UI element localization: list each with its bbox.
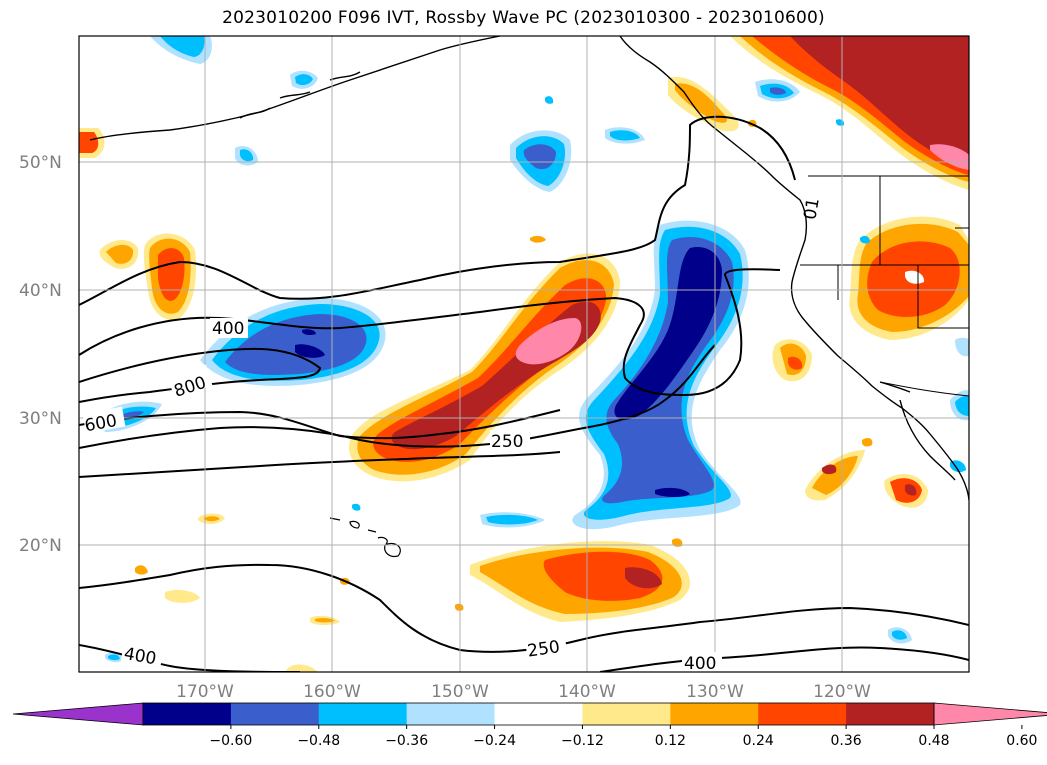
positive-anomaly-northeast [730, 36, 969, 190]
height-contours [79, 115, 969, 672]
lat-label-20n: 20°N [19, 536, 62, 556]
colorbar-box [758, 703, 847, 725]
colorbar-box [846, 703, 935, 725]
colorbar-box [143, 703, 232, 725]
graticule [79, 36, 969, 672]
lon-label-120w: 120°W [813, 682, 871, 702]
coastlines [89, 36, 969, 501]
contour-labels: 400 800 600 250 250 400 400 01 [82, 196, 824, 674]
colorbar: −0.60 −0.48 −0.36 −0.24 −0.12 0.12 0.24 0.36 0.4… [12, 702, 1047, 749]
colorbar-tick-label: 0.36 [831, 733, 862, 749]
map-title: 2023010200 F096 IVT, Rossby Wave PC (202… [222, 8, 825, 28]
lon-label-160w: 160°W [303, 682, 361, 702]
colorbar-box [230, 703, 320, 725]
lon-label-150w: 150°W [431, 682, 489, 702]
colorbar-box [406, 703, 496, 725]
colorbar-box [318, 703, 408, 725]
colorbar-tick-label: −0.60 [209, 733, 252, 749]
contour-label-250-b: 250 [526, 637, 561, 661]
lat-label-40n: 40°N [19, 281, 62, 301]
colorbar-tick-label: 0.24 [743, 733, 774, 749]
colorbar-frame [142, 702, 935, 726]
hawaii-islands [329, 517, 401, 558]
longitude-labels: 170°W 160°W 150°W 140°W 130°W 120°W [176, 682, 871, 702]
lon-label-170w: 170°W [176, 682, 234, 702]
plot-frame [78, 35, 970, 673]
state-borders [800, 175, 969, 397]
lon-label-140w: 140°W [558, 682, 616, 702]
positive-anomaly-south-blob [470, 541, 690, 622]
positive-anomaly-us-interior [849, 216, 969, 340]
colorbar-tick-label: 0.12 [655, 733, 686, 749]
colorbar-box [494, 703, 583, 725]
colorbar-tick-label: −0.24 [473, 733, 516, 749]
contour-label-400-a: 400 [212, 319, 244, 339]
colorbar-extend-low [12, 702, 144, 726]
contour-label-400-c: 400 [684, 654, 716, 674]
positive-anomaly-main-band [349, 253, 620, 482]
colorbar-tick-label: −0.36 [385, 733, 428, 749]
colorbar-tick-label: 0.60 [1006, 733, 1037, 749]
contour-label-vertical: 01 [800, 196, 823, 221]
lat-label-30n: 30°N [19, 409, 62, 429]
colorbar-tick-label: 0.48 [918, 733, 949, 749]
positive-anomaly-small-blobs [79, 76, 928, 672]
colorbar-box [582, 703, 671, 725]
colorbar-extend-high [933, 702, 1047, 726]
lat-label-50n: 50°N [19, 153, 62, 173]
contour-label-250-a: 250 [491, 432, 523, 452]
colorbar-tick-label: −0.12 [561, 733, 604, 749]
lon-label-130w: 130°W [686, 682, 744, 702]
colorbar-tick-label: −0.48 [297, 733, 340, 749]
negative-anomaly-small-blobs [98, 36, 969, 663]
colorbar-box [670, 703, 759, 725]
latitude-labels: 50°N 40°N 30°N 20°N [19, 153, 62, 556]
